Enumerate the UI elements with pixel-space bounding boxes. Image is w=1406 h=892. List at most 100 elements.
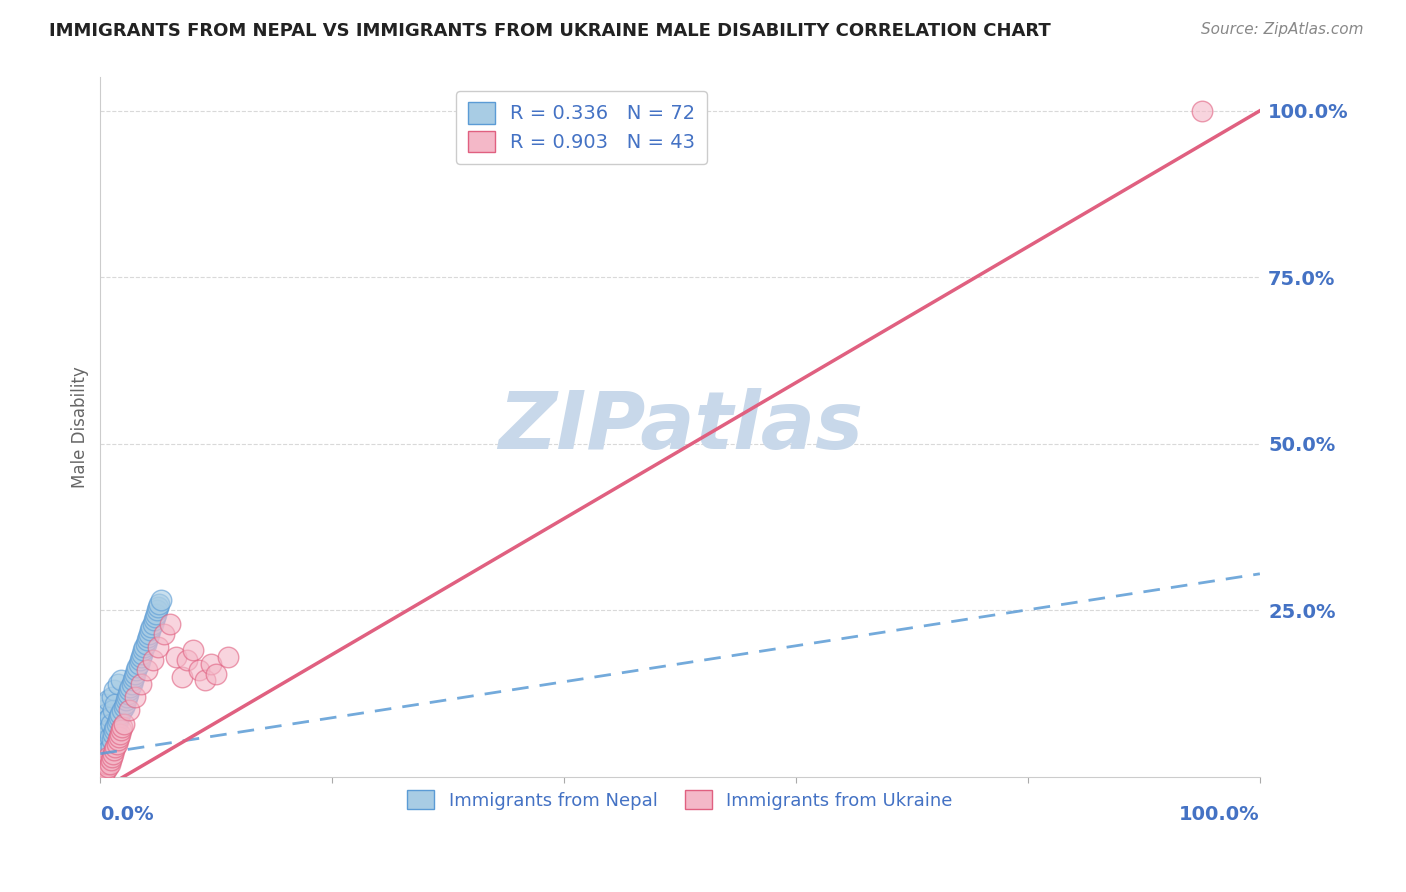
Y-axis label: Male Disability: Male Disability xyxy=(72,367,89,488)
Point xyxy=(129,677,152,691)
Point xyxy=(104,697,127,711)
Point xyxy=(121,677,143,691)
Point xyxy=(107,677,129,691)
Point xyxy=(105,737,128,751)
Point xyxy=(91,743,114,757)
Point xyxy=(141,620,163,634)
Text: ZIPatlas: ZIPatlas xyxy=(498,388,863,467)
Point xyxy=(100,739,122,754)
Point xyxy=(108,727,131,741)
Point xyxy=(94,697,117,711)
Point xyxy=(101,733,124,747)
Point xyxy=(93,747,115,761)
Point xyxy=(103,723,125,738)
Point xyxy=(98,730,121,744)
Text: 0.0%: 0.0% xyxy=(100,805,155,824)
Point xyxy=(141,616,163,631)
Point xyxy=(128,653,150,667)
Point xyxy=(135,637,157,651)
Point xyxy=(93,766,115,780)
Text: Source: ZipAtlas.com: Source: ZipAtlas.com xyxy=(1201,22,1364,37)
Point xyxy=(120,680,142,694)
Point xyxy=(135,633,157,648)
Point xyxy=(103,683,125,698)
Point xyxy=(91,764,114,778)
Point xyxy=(104,739,127,754)
Point xyxy=(100,716,122,731)
Point xyxy=(94,706,117,721)
Point xyxy=(129,650,152,665)
Point xyxy=(122,670,145,684)
Point xyxy=(176,653,198,667)
Point xyxy=(146,603,169,617)
Point xyxy=(93,723,115,738)
Point xyxy=(94,733,117,747)
Point xyxy=(187,664,209,678)
Point xyxy=(90,735,112,749)
Point xyxy=(101,750,124,764)
Point xyxy=(100,753,122,767)
Point xyxy=(136,630,159,644)
Point xyxy=(118,703,141,717)
Point xyxy=(142,614,165,628)
Point xyxy=(110,673,132,688)
Point xyxy=(108,706,131,721)
Point xyxy=(90,730,112,744)
Point xyxy=(91,716,114,731)
Point xyxy=(128,657,150,671)
Point xyxy=(127,660,149,674)
Point xyxy=(98,756,121,771)
Point xyxy=(141,653,163,667)
Point xyxy=(125,664,148,678)
Point xyxy=(111,703,134,717)
Point xyxy=(101,727,124,741)
Point xyxy=(138,626,160,640)
Point xyxy=(134,640,156,654)
Point xyxy=(112,700,135,714)
Point xyxy=(148,597,170,611)
Point xyxy=(108,730,131,744)
Point xyxy=(111,720,134,734)
Point xyxy=(107,733,129,747)
Text: IMMIGRANTS FROM NEPAL VS IMMIGRANTS FROM UKRAINE MALE DISABILITY CORRELATION CHA: IMMIGRANTS FROM NEPAL VS IMMIGRANTS FROM… xyxy=(49,22,1050,40)
Point xyxy=(114,697,136,711)
Legend: Immigrants from Nepal, Immigrants from Ukraine: Immigrants from Nepal, Immigrants from U… xyxy=(401,783,960,817)
Point xyxy=(143,610,166,624)
Point xyxy=(103,743,125,757)
Point xyxy=(118,683,141,698)
Point xyxy=(153,626,176,640)
Point xyxy=(93,703,115,717)
Point xyxy=(139,624,162,638)
Point xyxy=(94,750,117,764)
Point xyxy=(135,664,157,678)
Point xyxy=(94,753,117,767)
Point xyxy=(170,670,193,684)
Point xyxy=(181,643,204,657)
Point xyxy=(217,650,239,665)
Point xyxy=(107,714,129,728)
Point xyxy=(1191,103,1213,118)
Text: 100.0%: 100.0% xyxy=(1180,805,1260,824)
Point xyxy=(90,766,112,780)
Point xyxy=(200,657,222,671)
Point xyxy=(91,727,114,741)
Point xyxy=(121,673,143,688)
Point xyxy=(194,673,217,688)
Point xyxy=(108,710,131,724)
Point xyxy=(97,693,120,707)
Point xyxy=(145,607,167,621)
Point xyxy=(101,703,124,717)
Point xyxy=(165,650,187,665)
Point xyxy=(97,723,120,738)
Point xyxy=(98,710,121,724)
Point xyxy=(101,690,124,704)
Point xyxy=(97,760,120,774)
Point xyxy=(96,756,118,771)
Point xyxy=(97,743,120,757)
Point xyxy=(104,720,127,734)
Point xyxy=(89,770,111,784)
Point xyxy=(94,739,117,754)
Point xyxy=(94,720,117,734)
Point xyxy=(110,723,132,738)
Point xyxy=(131,647,153,661)
